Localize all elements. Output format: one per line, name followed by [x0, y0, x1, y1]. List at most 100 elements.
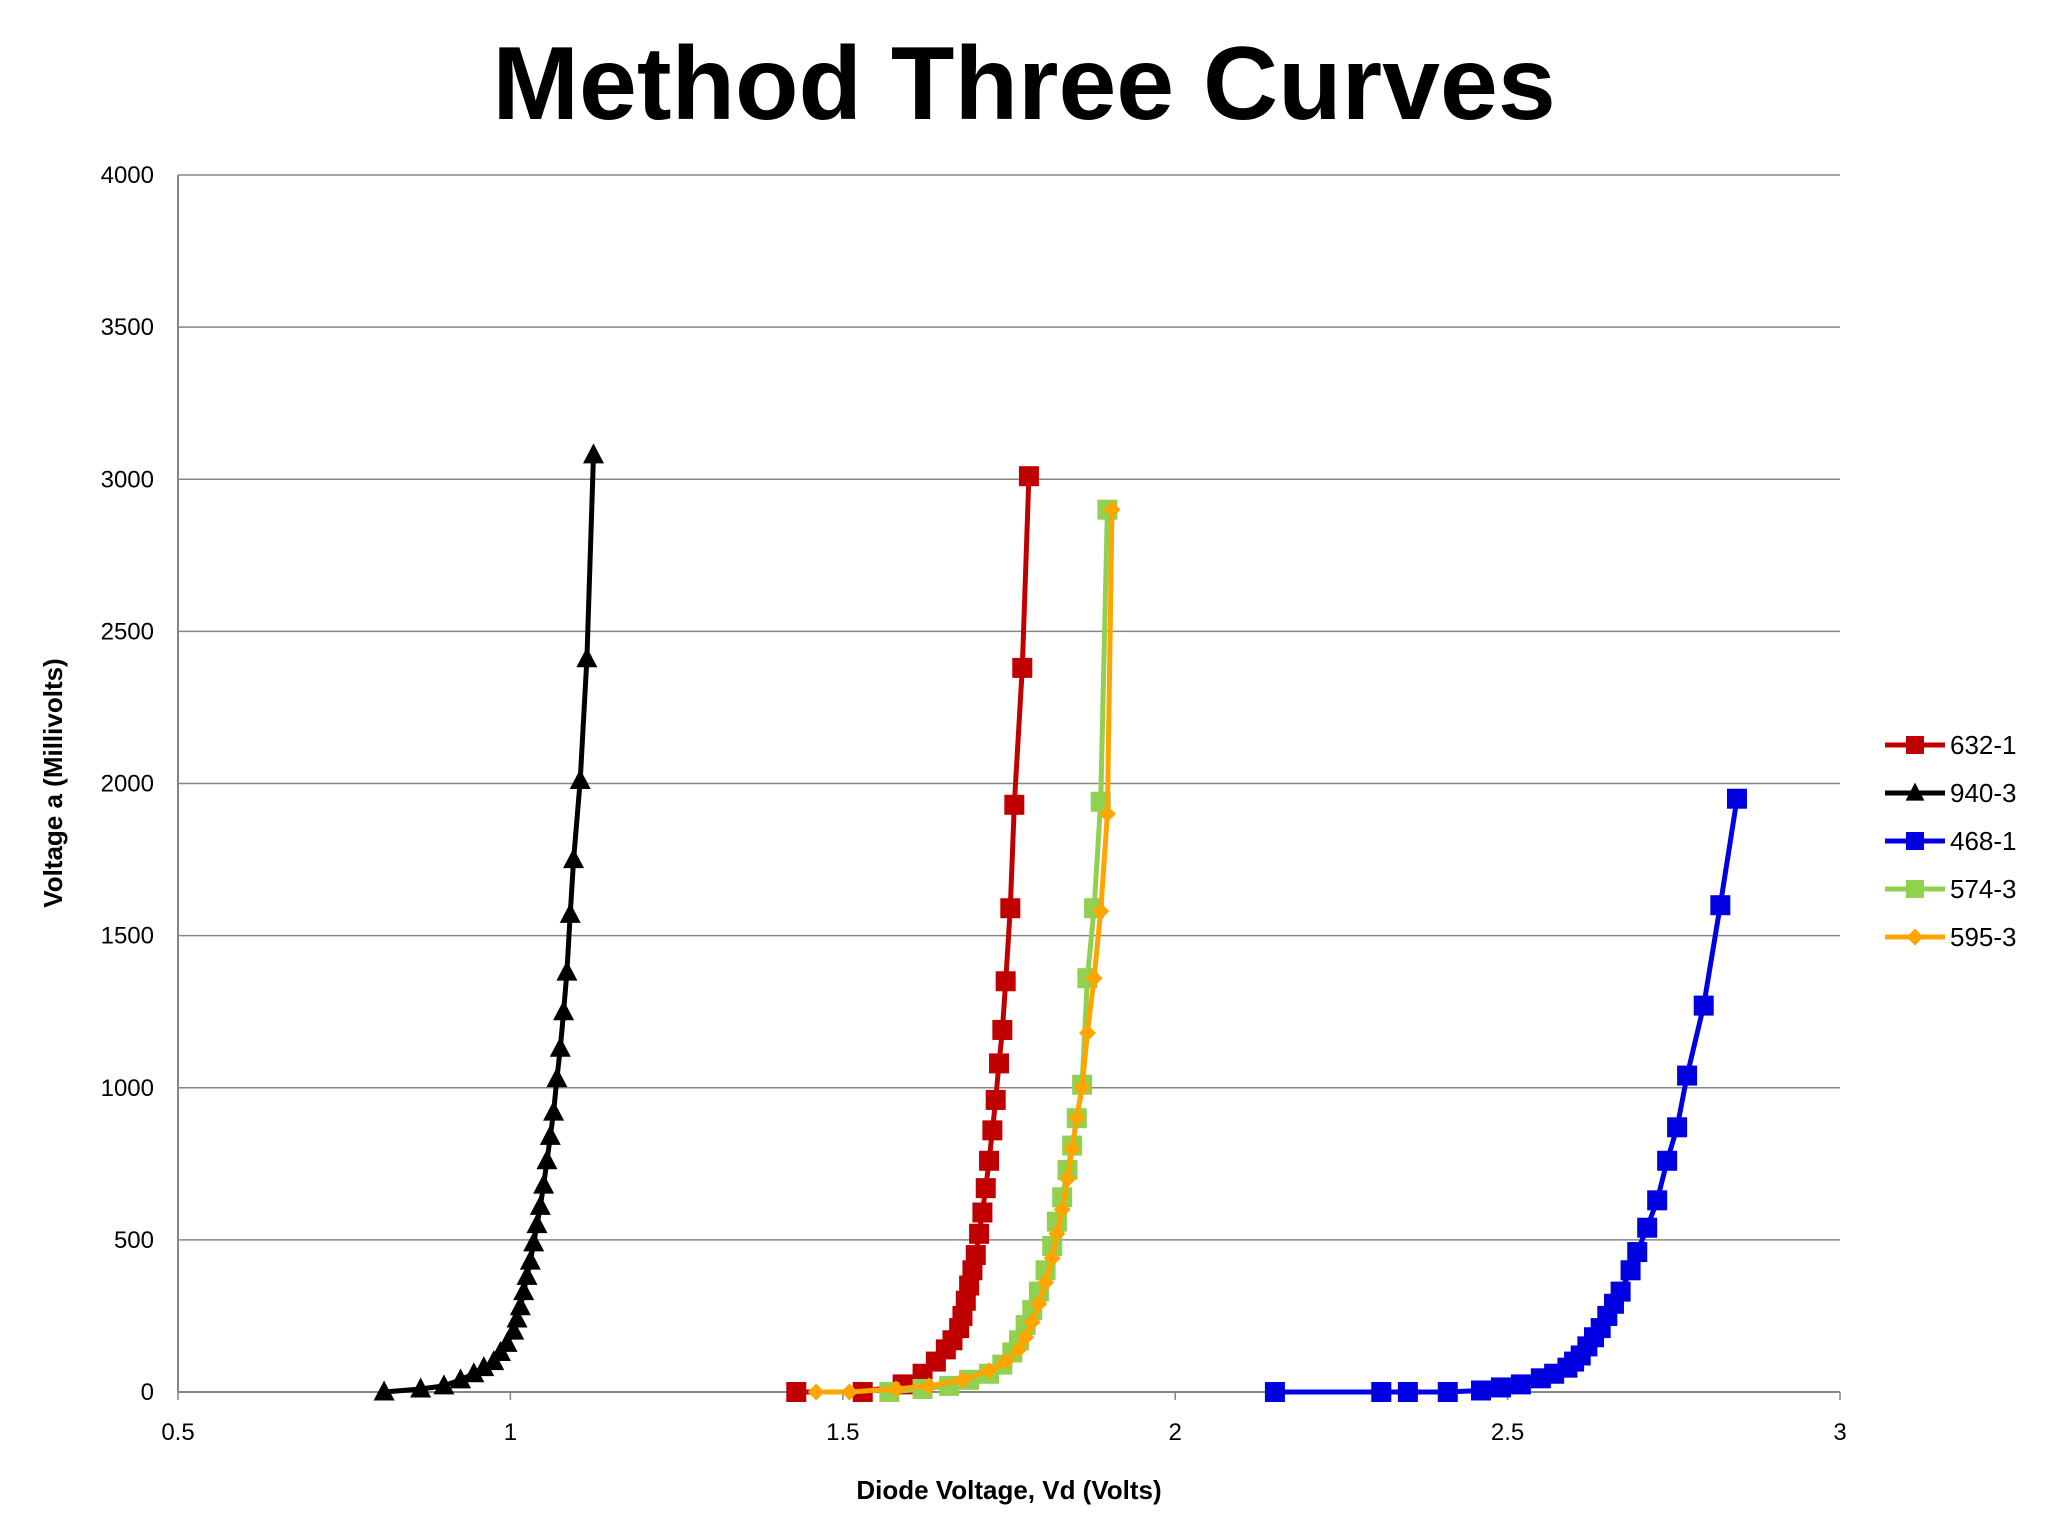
data-point-468-1 [1397, 1382, 1418, 1402]
data-point-595-3 [1023, 1313, 1041, 1331]
data-point-940-3 [533, 1173, 555, 1194]
data-point-468-1 [1657, 1150, 1678, 1171]
data-point-632-1 [975, 1178, 996, 1199]
data-point-468-1 [1637, 1217, 1658, 1238]
x-tick-label: 1 [504, 1419, 517, 1446]
series-group [373, 443, 1747, 1402]
data-point-595-3 [1030, 1295, 1048, 1313]
data-point-632-1 [965, 1245, 986, 1266]
y-tick-label: 3000 [101, 466, 154, 493]
data-point-940-3 [546, 1067, 568, 1088]
data-point-595-3 [1010, 1340, 1028, 1358]
data-point-468-1 [1677, 1065, 1698, 1086]
legend-item-595-3: 595-3 [1885, 922, 2017, 952]
legend-swatch-marker [1906, 928, 1924, 946]
data-point-940-3 [509, 1295, 531, 1316]
data-point-595-3 [807, 1383, 825, 1401]
data-point-940-3 [529, 1194, 551, 1215]
data-point-595-3 [1078, 1024, 1096, 1042]
data-point-468-1 [1693, 995, 1714, 1016]
legend-label: 940-3 [1950, 778, 2017, 808]
data-point-940-3 [576, 647, 598, 668]
data-point-468-1 [1437, 1382, 1458, 1402]
data-point-595-3 [1068, 1109, 1086, 1127]
data-point-468-1 [1627, 1242, 1648, 1263]
data-point-940-3 [473, 1356, 495, 1377]
data-point-595-3 [1073, 1079, 1091, 1097]
data-point-468-1 [1710, 895, 1731, 916]
data-point-940-3 [519, 1249, 541, 1270]
series-595-3 [807, 501, 1121, 1401]
data-point-595-3 [1053, 1200, 1071, 1218]
data-point-940-3 [553, 1000, 575, 1021]
data-point-595-3 [953, 1371, 971, 1389]
data-point-595-3 [1037, 1273, 1055, 1291]
legend-item-632-1: 632-1 [1885, 730, 2017, 760]
data-point-940-3 [523, 1231, 545, 1252]
y-tick-label: 500 [114, 1227, 154, 1254]
chart-title: Method Three Curves [492, 26, 1556, 142]
series-line-940-3 [383, 454, 596, 1395]
legend-label: 595-3 [1950, 922, 2017, 952]
data-point-632-1 [989, 1053, 1010, 1074]
data-point-940-3 [536, 1149, 558, 1170]
series-632-1 [786, 466, 1039, 1402]
data-point-595-3 [920, 1377, 938, 1395]
legend-item-468-1: 468-1 [1885, 826, 2017, 856]
data-point-940-3 [463, 1362, 485, 1383]
y-tick-label: 3500 [101, 314, 154, 341]
data-point-595-3 [1103, 501, 1121, 519]
data-point-595-3 [1017, 1328, 1035, 1346]
x-tick-label: 2 [1169, 1419, 1182, 1446]
data-point-940-3 [373, 1380, 395, 1401]
data-point-468-1 [1726, 788, 1747, 809]
data-point-940-3 [503, 1319, 525, 1340]
data-point-940-3 [556, 960, 578, 981]
y-tick-label: 2500 [101, 618, 154, 645]
y-tick-label: 2000 [101, 771, 154, 798]
data-point-468-1 [1471, 1380, 1492, 1401]
data-point-632-1 [955, 1290, 976, 1311]
data-point-632-1 [969, 1223, 990, 1244]
y-tick-label: 1500 [101, 923, 154, 950]
series-940-3 [373, 443, 604, 1401]
legend-label: 574-3 [1950, 874, 2017, 904]
data-point-595-3 [997, 1353, 1015, 1371]
y-axis-title: Voltage a (Millivolts) [38, 658, 68, 907]
data-point-940-3 [543, 1100, 565, 1121]
data-point-468-1 [1490, 1377, 1511, 1398]
data-point-468-1 [1264, 1382, 1285, 1402]
data-point-468-1 [1610, 1281, 1631, 1302]
x-tick-label: 3 [1833, 1419, 1846, 1446]
y-tick-labels: 0 500 1000 1500 2000 2500 3000 3500 4000 [101, 162, 154, 1406]
data-point-595-3 [1063, 1140, 1081, 1158]
data-point-595-3 [887, 1380, 905, 1398]
data-point-940-3 [583, 443, 604, 464]
data-point-468-1 [1510, 1374, 1531, 1395]
data-point-595-3 [840, 1383, 858, 1401]
data-point-595-3 [1085, 969, 1103, 987]
legend-label: 468-1 [1950, 826, 2017, 856]
data-point-595-3 [1043, 1249, 1061, 1267]
series-line-632-1 [796, 476, 1032, 1395]
x-tick-label: 2.5 [1491, 1419, 1524, 1446]
data-point-940-3 [569, 768, 591, 789]
series-468-1 [1264, 788, 1747, 1402]
data-point-940-3 [549, 1036, 571, 1057]
data-point-595-3 [1059, 1170, 1077, 1188]
x-tick-labels: 0.5 1 1.5 2 2.5 3 [161, 1392, 1847, 1446]
data-point-940-3 [433, 1374, 455, 1395]
y-tick-label: 1000 [101, 1075, 154, 1102]
data-point-468-1 [1667, 1117, 1688, 1138]
data-point-940-3 [539, 1124, 561, 1145]
data-point-632-1 [952, 1305, 973, 1326]
data-point-595-3 [980, 1362, 998, 1380]
x-axis-title: Diode Voltage, Vd (Volts) [856, 1475, 1161, 1505]
series-574-3 [879, 499, 1118, 1402]
data-point-940-3 [450, 1368, 472, 1389]
data-point-940-3 [410, 1377, 432, 1398]
data-point-940-3 [506, 1307, 528, 1328]
series-line-595-3 [816, 509, 1115, 1395]
legend-label: 632-1 [1950, 730, 2017, 760]
